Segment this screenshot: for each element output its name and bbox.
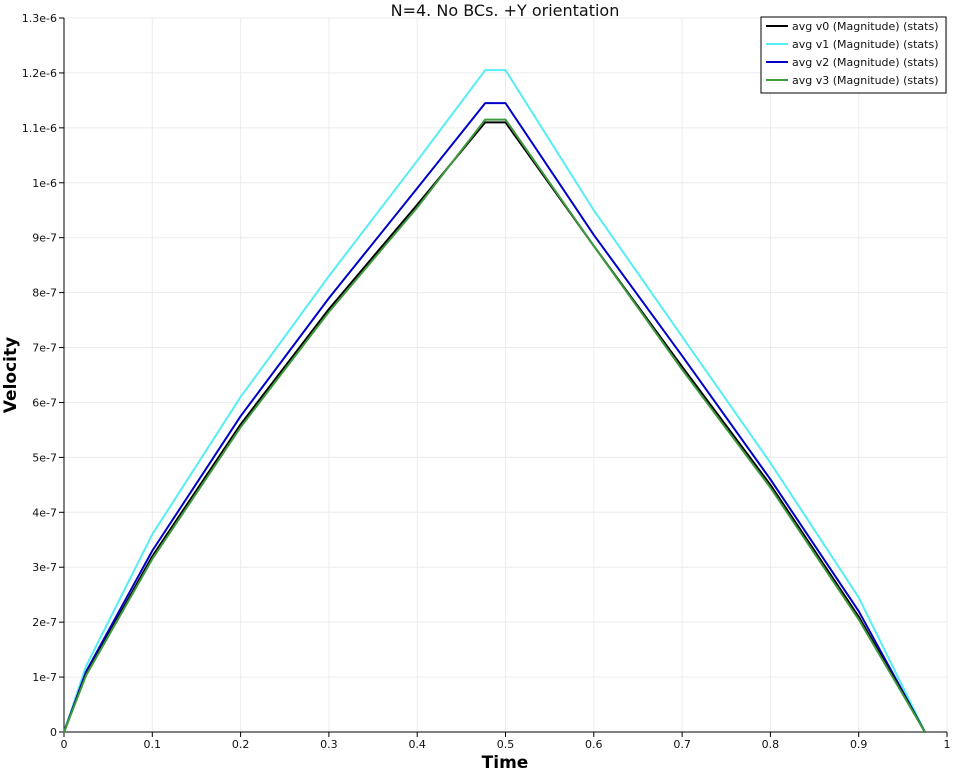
x-tick-label: 0 <box>61 738 68 751</box>
grid-lines <box>63 17 948 733</box>
x-axis-ticks: 0 0.1 0.2 0.3 0.4 0.5 0.6 0.7 0.8 0.9 1 <box>61 732 951 751</box>
y-tick-label: 5e-7 <box>32 451 57 464</box>
y-tick-label: 1e-7 <box>32 671 57 684</box>
y-tick-label: 1.3e-6 <box>22 12 57 25</box>
y-tick-label: 4e-7 <box>32 506 57 519</box>
legend-items: avg v0 (Magnitude) (stats) avg v1 (Magnit… <box>766 20 939 87</box>
x-tick-label: 1 <box>944 738 951 751</box>
legend-label-v1: avg v1 (Magnitude) (stats) <box>792 38 939 51</box>
legend-label-v2: avg v2 (Magnitude) (stats) <box>792 56 939 69</box>
y-tick-label: 2e-7 <box>32 616 57 629</box>
x-tick-label: 0.5 <box>497 738 515 751</box>
chart-title: N=4. No BCs. +Y orientation <box>391 1 620 20</box>
y-tick-label: 1.2e-6 <box>22 67 57 80</box>
y-tick-label: 9e-7 <box>32 232 57 245</box>
legend-label-v0: avg v0 (Magnitude) (stats) <box>792 20 939 33</box>
y-tick-label: 3e-7 <box>32 561 57 574</box>
series-line-v3 <box>63 118 926 733</box>
x-tick-label: 0.1 <box>144 738 162 751</box>
series-line-v1 <box>63 69 926 733</box>
x-tick-label: 0.3 <box>320 738 338 751</box>
series-line-v0 <box>63 121 926 733</box>
x-tick-label: 0.8 <box>762 738 780 751</box>
y-tick-label: 6e-7 <box>32 396 57 409</box>
x-tick-label: 0.9 <box>850 738 868 751</box>
x-tick-label: 0.6 <box>585 738 603 751</box>
y-axis-title: Velocity <box>1 337 21 413</box>
y-tick-label: 7e-7 <box>32 342 57 355</box>
series-lines <box>63 69 926 733</box>
x-axis-title: Time <box>482 753 529 773</box>
y-tick-label: 0 <box>50 726 57 739</box>
legend-box <box>760 16 947 94</box>
y-tick-label: 1.1e-6 <box>22 122 57 135</box>
series-line-v2 <box>63 102 926 733</box>
x-tick-label: 0.2 <box>232 738 250 751</box>
legend-label-v3: avg v3 (Magnitude) (stats) <box>792 74 939 87</box>
x-tick-label: 0.7 <box>673 738 691 751</box>
y-tick-label: 1e-6 <box>32 177 57 190</box>
x-tick-label: 0.4 <box>408 738 426 751</box>
y-axis-ticks: 0 1e-7 2e-7 3e-7 4e-7 5e-7 6e-7 7e-7 8e-7 9e-7 1e-… <box>22 12 64 739</box>
legend: avg v0 (Magnitude) (stats) avg v1 (Magnit… <box>760 16 947 94</box>
y-tick-label: 8e-7 <box>32 287 57 300</box>
